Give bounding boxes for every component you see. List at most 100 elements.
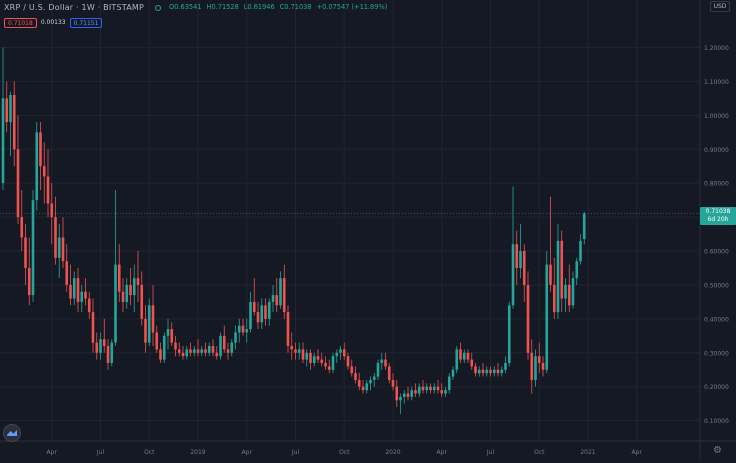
candle-body: [455, 349, 459, 370]
candle-body: [117, 264, 121, 292]
candle-body: [159, 349, 162, 360]
candle: [151, 284, 155, 347]
candle: [27, 237, 31, 306]
candle-body: [309, 352, 312, 363]
candle: [575, 257, 579, 285]
candle: [312, 352, 316, 367]
candle: [477, 366, 481, 377]
candle-body: [361, 386, 365, 391]
gear-icon[interactable]: ⚙: [713, 445, 722, 456]
candle-body: [399, 396, 402, 401]
candle-body: [185, 349, 189, 357]
candle-body: [61, 237, 65, 262]
candle-body: [530, 352, 534, 380]
candle: [144, 305, 147, 353]
candle: [316, 349, 320, 363]
candle-body: [50, 203, 54, 218]
time-axis[interactable]: Apr Jul Oct 2019 Apr Jul Oct 2020 Apr Jul Oct 2021 A…: [47, 449, 643, 456]
candle-body: [425, 386, 429, 391]
candle: [402, 390, 406, 404]
candle-body: [129, 284, 132, 296]
candle: [170, 322, 174, 347]
candle-body: [226, 349, 230, 353]
last-price-badge: 0.71038 6d 20h: [700, 207, 736, 225]
sell-button[interactable]: 0.71018: [4, 17, 37, 28]
candle: [54, 196, 57, 265]
candle-body: [170, 329, 174, 343]
candle: [245, 318, 249, 343]
candle-body: [545, 264, 549, 370]
candle: [290, 332, 294, 360]
candle-body: [35, 132, 39, 201]
tradingview-logo-icon[interactable]: [3, 424, 21, 442]
candle: [380, 352, 384, 370]
candle: [376, 359, 380, 380]
candle: [286, 305, 290, 353]
candle: [241, 318, 245, 336]
chart-legend: XRP / U.S. Dollar · 1W · BITSTAMP O0.635…: [4, 1, 387, 14]
candle-body: [264, 305, 267, 319]
candle-body: [99, 339, 102, 353]
candle-body: [222, 335, 226, 350]
candle-body: [294, 349, 297, 353]
candle: [571, 271, 575, 309]
candle-body: [91, 312, 95, 343]
candle: [65, 244, 69, 292]
candle: [196, 339, 200, 357]
candle: [560, 230, 564, 313]
candle-body: [387, 366, 391, 380]
candle: [395, 379, 399, 408]
candle-body: [192, 349, 196, 353]
candle-body: [87, 298, 91, 313]
candle: [372, 373, 376, 387]
candle: [537, 342, 541, 374]
candle-body: [282, 278, 286, 313]
candle: [444, 386, 447, 397]
candle: [481, 362, 485, 377]
candle-body: [84, 291, 87, 299]
candle: [125, 278, 129, 309]
candle-body: [106, 346, 110, 363]
candle-body: [31, 200, 35, 296]
candle-body: [342, 349, 346, 357]
candle: [155, 325, 159, 353]
x-tick-label: Apr: [437, 449, 448, 456]
price-axis[interactable]: 0.10000 0.20000 0.30000 0.40000 0.50000 0.600…: [704, 45, 729, 425]
candle: [492, 366, 496, 377]
candle-body: [54, 217, 57, 258]
y-tick-label: 0.30000: [704, 350, 729, 357]
candle: [275, 278, 279, 313]
candle: [207, 342, 211, 357]
spread-value: 0.00133: [40, 19, 66, 26]
candle-body: [234, 332, 237, 343]
candle: [189, 342, 192, 357]
candle-body: [65, 261, 69, 285]
candle-body: [267, 301, 271, 319]
candle-body: [537, 356, 541, 363]
currency-button[interactable]: USD: [710, 1, 730, 12]
candle-body: [200, 349, 204, 353]
x-tick-label: Apr: [242, 449, 253, 456]
candle: [226, 342, 230, 360]
buy-button[interactable]: 0.71151: [69, 17, 103, 28]
candle-body: [249, 301, 252, 330]
candle: [282, 264, 286, 319]
candle: [42, 142, 46, 204]
candle: [391, 373, 395, 391]
candle: [552, 257, 556, 319]
candle: [279, 271, 282, 309]
x-tick-label: 2020: [385, 449, 400, 456]
candle: [267, 298, 271, 326]
candle: [249, 291, 252, 333]
symbol-title[interactable]: XRP / U.S. Dollar · 1W · BITSTAMP: [4, 3, 145, 12]
open-value: O0.63541: [169, 3, 202, 11]
candle-body: [500, 369, 504, 374]
candle-body: [560, 240, 564, 299]
close-value: C0.71038: [279, 3, 312, 11]
y-tick-label: 0.60000: [704, 249, 729, 256]
candle-body: [144, 318, 147, 343]
candle-body: [421, 386, 425, 391]
